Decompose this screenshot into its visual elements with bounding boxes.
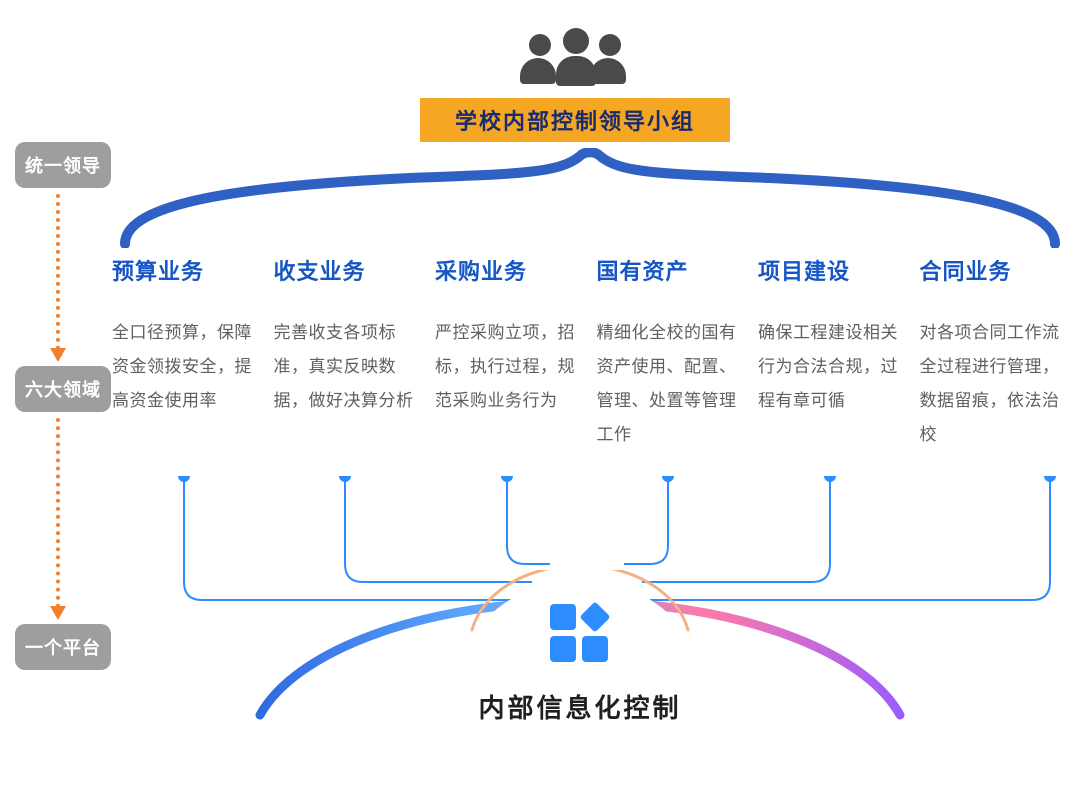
hub-grid-icon bbox=[548, 602, 612, 666]
hub-title: 内部信息化控制 bbox=[440, 688, 720, 725]
domain-col: 项目建设 确保工程建设相关行为合法合规，过程有章可循 bbox=[758, 254, 906, 452]
domain-desc: 完善收支各项标准，真实反映数据，做好决算分析 bbox=[274, 316, 422, 418]
bracket-svg bbox=[110, 148, 1070, 248]
domain-title: 收支业务 bbox=[274, 254, 422, 286]
domain-col: 采购业务 严控采购立项，招标，执行过程，规范采购业务行为 bbox=[435, 254, 583, 452]
domain-columns: 预算业务 全口径预算，保障资金领拨安全，提高资金使用率 收支业务 完善收支各项标… bbox=[112, 254, 1067, 452]
domain-title: 采购业务 bbox=[435, 254, 583, 286]
domain-desc: 严控采购立项，招标，执行过程，规范采购业务行为 bbox=[435, 316, 583, 418]
domain-title: 项目建设 bbox=[758, 254, 906, 286]
domain-col: 合同业务 对各项合同工作流全过程进行管理，数据留痕，依法治校 bbox=[920, 254, 1068, 452]
domain-desc: 确保工程建设相关行为合法合规，过程有章可循 bbox=[758, 316, 906, 418]
diagram-canvas: 统一领导 六大领域 一个平台 学校内部控制领导小组 预算业务 全口径预算，保障资… bbox=[0, 0, 1080, 810]
domain-title: 合同业务 bbox=[920, 254, 1068, 286]
top-banner: 学校内部控制领导小组 bbox=[420, 98, 730, 142]
domain-title: 预算业务 bbox=[112, 254, 260, 286]
domain-desc: 全口径预算，保障资金领拨安全，提高资金使用率 bbox=[112, 316, 260, 418]
domain-col: 国有资产 精细化全校的国有资产使用、配置、管理、处置等管理工作 bbox=[597, 254, 745, 452]
connector-dots bbox=[56, 194, 63, 350]
domain-desc: 对各项合同工作流全过程进行管理，数据留痕，依法治校 bbox=[920, 316, 1068, 452]
side-tag-label: 一个平台 bbox=[25, 634, 101, 660]
domain-desc: 精细化全校的国有资产使用、配置、管理、处置等管理工作 bbox=[597, 316, 745, 452]
side-tag-label: 六大领域 bbox=[25, 376, 101, 402]
domain-col: 收支业务 完善收支各项标准，真实反映数据，做好决算分析 bbox=[274, 254, 422, 452]
banner-text: 学校内部控制领导小组 bbox=[455, 104, 695, 136]
hub-title-text: 内部信息化控制 bbox=[478, 693, 681, 723]
domain-title: 国有资产 bbox=[597, 254, 745, 286]
arrow-down-icon bbox=[50, 606, 66, 620]
side-tag-domains: 六大领域 bbox=[15, 366, 111, 412]
side-tag-label: 统一领导 bbox=[25, 152, 101, 178]
connector-dots bbox=[56, 418, 63, 608]
arrow-down-icon bbox=[50, 348, 66, 362]
side-tag-platform: 一个平台 bbox=[15, 624, 111, 670]
people-icon bbox=[520, 28, 630, 88]
domain-col: 预算业务 全口径预算，保障资金领拨安全，提高资金使用率 bbox=[112, 254, 260, 452]
side-tag-leadership: 统一领导 bbox=[15, 142, 111, 188]
